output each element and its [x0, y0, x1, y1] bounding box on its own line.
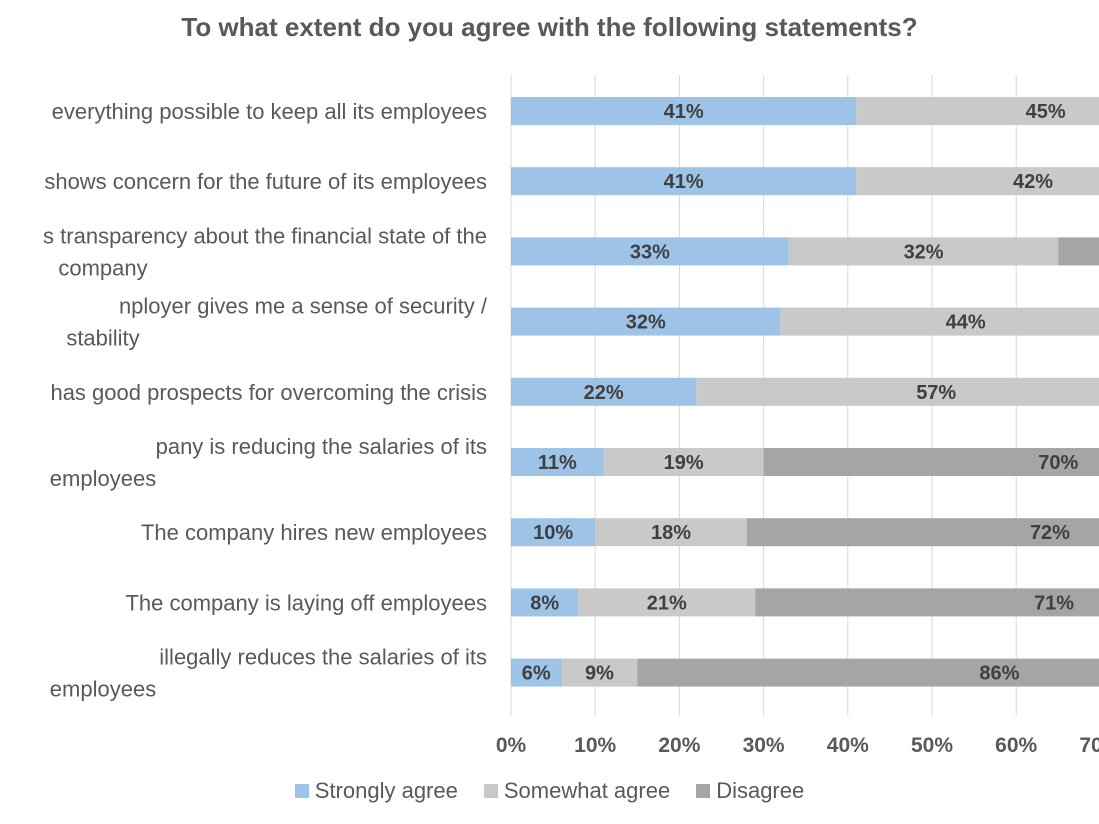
bar-segment [511, 167, 857, 196]
data-label: 41% [664, 101, 704, 123]
x-tick-label: 0% [496, 734, 527, 757]
bar-segment [603, 448, 764, 476]
data-label: 22% [584, 382, 624, 404]
category-label: s transparency about the financial state… [43, 223, 487, 248]
data-label: 33% [630, 241, 670, 263]
bar-segment [696, 377, 1099, 406]
bar-segment [1058, 237, 1099, 266]
bar-segment [746, 518, 1099, 547]
category-label: employees [50, 677, 156, 702]
bar-segment [511, 377, 697, 406]
bar-segment [511, 658, 562, 687]
category-label: has good prospects for overcoming the cr… [50, 380, 487, 405]
data-label: 18% [651, 522, 691, 544]
bar-segment [755, 588, 1099, 617]
data-label: 11% [538, 452, 577, 474]
legend-label-disagree: Disagree [716, 778, 805, 803]
data-label: 8% [530, 592, 559, 614]
data-label: 42% [1013, 171, 1053, 193]
bar-segment [511, 448, 604, 476]
legend-item-strongly-agree: Strongly agree [294, 778, 458, 804]
data-label: 72% [1030, 522, 1070, 544]
data-label: 9% [585, 663, 614, 685]
bar-segment [780, 307, 1099, 336]
bar-segment [561, 658, 638, 687]
category-label: company [58, 255, 147, 280]
legend-item-disagree: Disagree [696, 778, 804, 804]
data-label: 71% [1034, 592, 1074, 614]
chart-legend: Strongly agree Somewhat agree Disagree [0, 778, 1099, 804]
stacked-bar-chart: 0% 10% 20% 30% 40% 50% 60% 70% everything possib… [43, 75, 1099, 757]
data-label: 57% [916, 382, 956, 404]
data-label: 70% [1038, 452, 1078, 474]
bar-segment [637, 658, 1099, 687]
legend-swatch-strongly-agree [294, 784, 309, 798]
bar-segment [511, 97, 857, 125]
category-label: pany is reducing the salaries of its [156, 434, 487, 459]
bar-segment [511, 588, 579, 617]
bar-segment [788, 237, 1059, 266]
legend-label-somewhat-agree: Somewhat agree [503, 778, 671, 803]
category-label: employees [50, 466, 156, 491]
data-label: 19% [664, 452, 704, 474]
bar-segment [856, 97, 1099, 125]
data-label: 41% [664, 171, 704, 193]
bar-segment [595, 518, 747, 547]
data-label: 44% [946, 312, 986, 334]
legend-swatch-somewhat-agree [483, 784, 498, 798]
x-tick-label: 70% [1079, 734, 1099, 757]
data-label: 6% [522, 663, 551, 685]
data-label: 32% [904, 241, 944, 263]
chart-title: To what extent do you agree with the fol… [181, 12, 918, 42]
bar-segment [511, 518, 596, 547]
data-label: 45% [1026, 101, 1066, 123]
legend-swatch-disagree [696, 784, 711, 798]
bar-segment [856, 167, 1099, 196]
bar-segment [578, 588, 756, 617]
x-tick-label: 20% [658, 734, 700, 757]
category-label: shows concern for the future of its empl… [44, 169, 487, 194]
legend-label-strongly-agree: Strongly agree [314, 778, 458, 803]
bar-segment [763, 448, 1099, 476]
category-label: stability [66, 326, 139, 351]
category-label: The company hires new employees [141, 520, 487, 545]
legend-item-somewhat-agree: Somewhat agree [483, 778, 671, 804]
category-label: nployer gives me a sense of security / [119, 294, 488, 319]
data-label: 32% [626, 312, 666, 334]
x-tick-label: 50% [911, 734, 953, 757]
data-label: 86% [979, 663, 1019, 685]
x-tick-label: 40% [827, 734, 869, 757]
category-label: everything possible to keep all its empl… [52, 99, 487, 124]
data-label: 21% [647, 592, 687, 614]
data-label: 10% [533, 522, 573, 544]
x-tick-label: 10% [574, 734, 616, 757]
x-tick-label: 30% [743, 734, 785, 757]
bar-segment [511, 237, 789, 266]
category-label: illegally reduces the salaries of its [159, 645, 487, 670]
category-label: The company is laying off employees [125, 590, 487, 615]
x-tick-label: 60% [995, 734, 1037, 757]
bar-segment [511, 307, 781, 336]
